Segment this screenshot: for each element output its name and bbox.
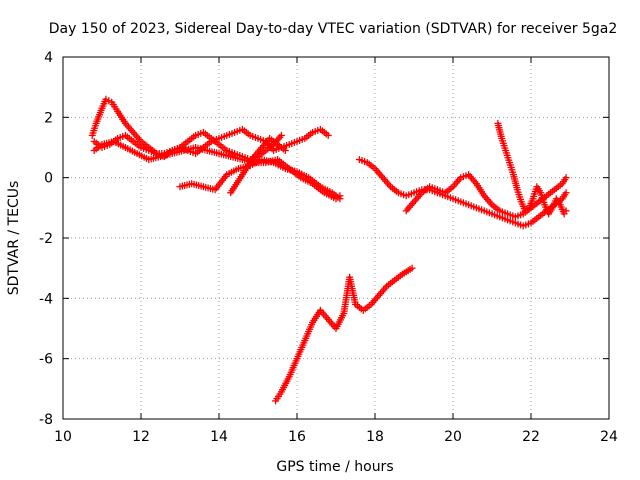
x-tick-label: 22 (522, 429, 540, 445)
y-tick-label: -2 (39, 231, 53, 247)
x-tick-label: 24 (600, 429, 618, 445)
y-axis-label: SDTVAR / TECUs (6, 181, 22, 296)
data-point (562, 174, 570, 182)
x-tick-label: 12 (132, 429, 150, 445)
y-tick-label: -6 (39, 352, 53, 368)
data-point (281, 147, 289, 155)
x-axis-label: GPS time / hours (276, 459, 393, 475)
grid-lines (63, 57, 609, 419)
x-tick-label: 14 (210, 429, 228, 445)
y-tick-label: -8 (39, 412, 53, 428)
y-tick-label: 0 (44, 171, 53, 187)
data-point (562, 207, 570, 215)
data-point (336, 195, 344, 203)
chart-title: Day 150 of 2023, Sidereal Day-to-day VTE… (49, 21, 618, 37)
x-tick-label: 18 (366, 429, 384, 445)
x-tick-label: 20 (444, 429, 462, 445)
y-tick-label: -4 (39, 291, 53, 307)
data-point (277, 131, 285, 139)
data-points (88, 95, 570, 405)
y-tick-label: 2 (44, 110, 53, 126)
data-point (408, 264, 416, 272)
x-tick-label: 10 (54, 429, 72, 445)
x-tick-label: 16 (288, 429, 306, 445)
data-point (324, 131, 332, 139)
data-point (562, 189, 570, 197)
y-tick-label: 4 (44, 50, 53, 66)
